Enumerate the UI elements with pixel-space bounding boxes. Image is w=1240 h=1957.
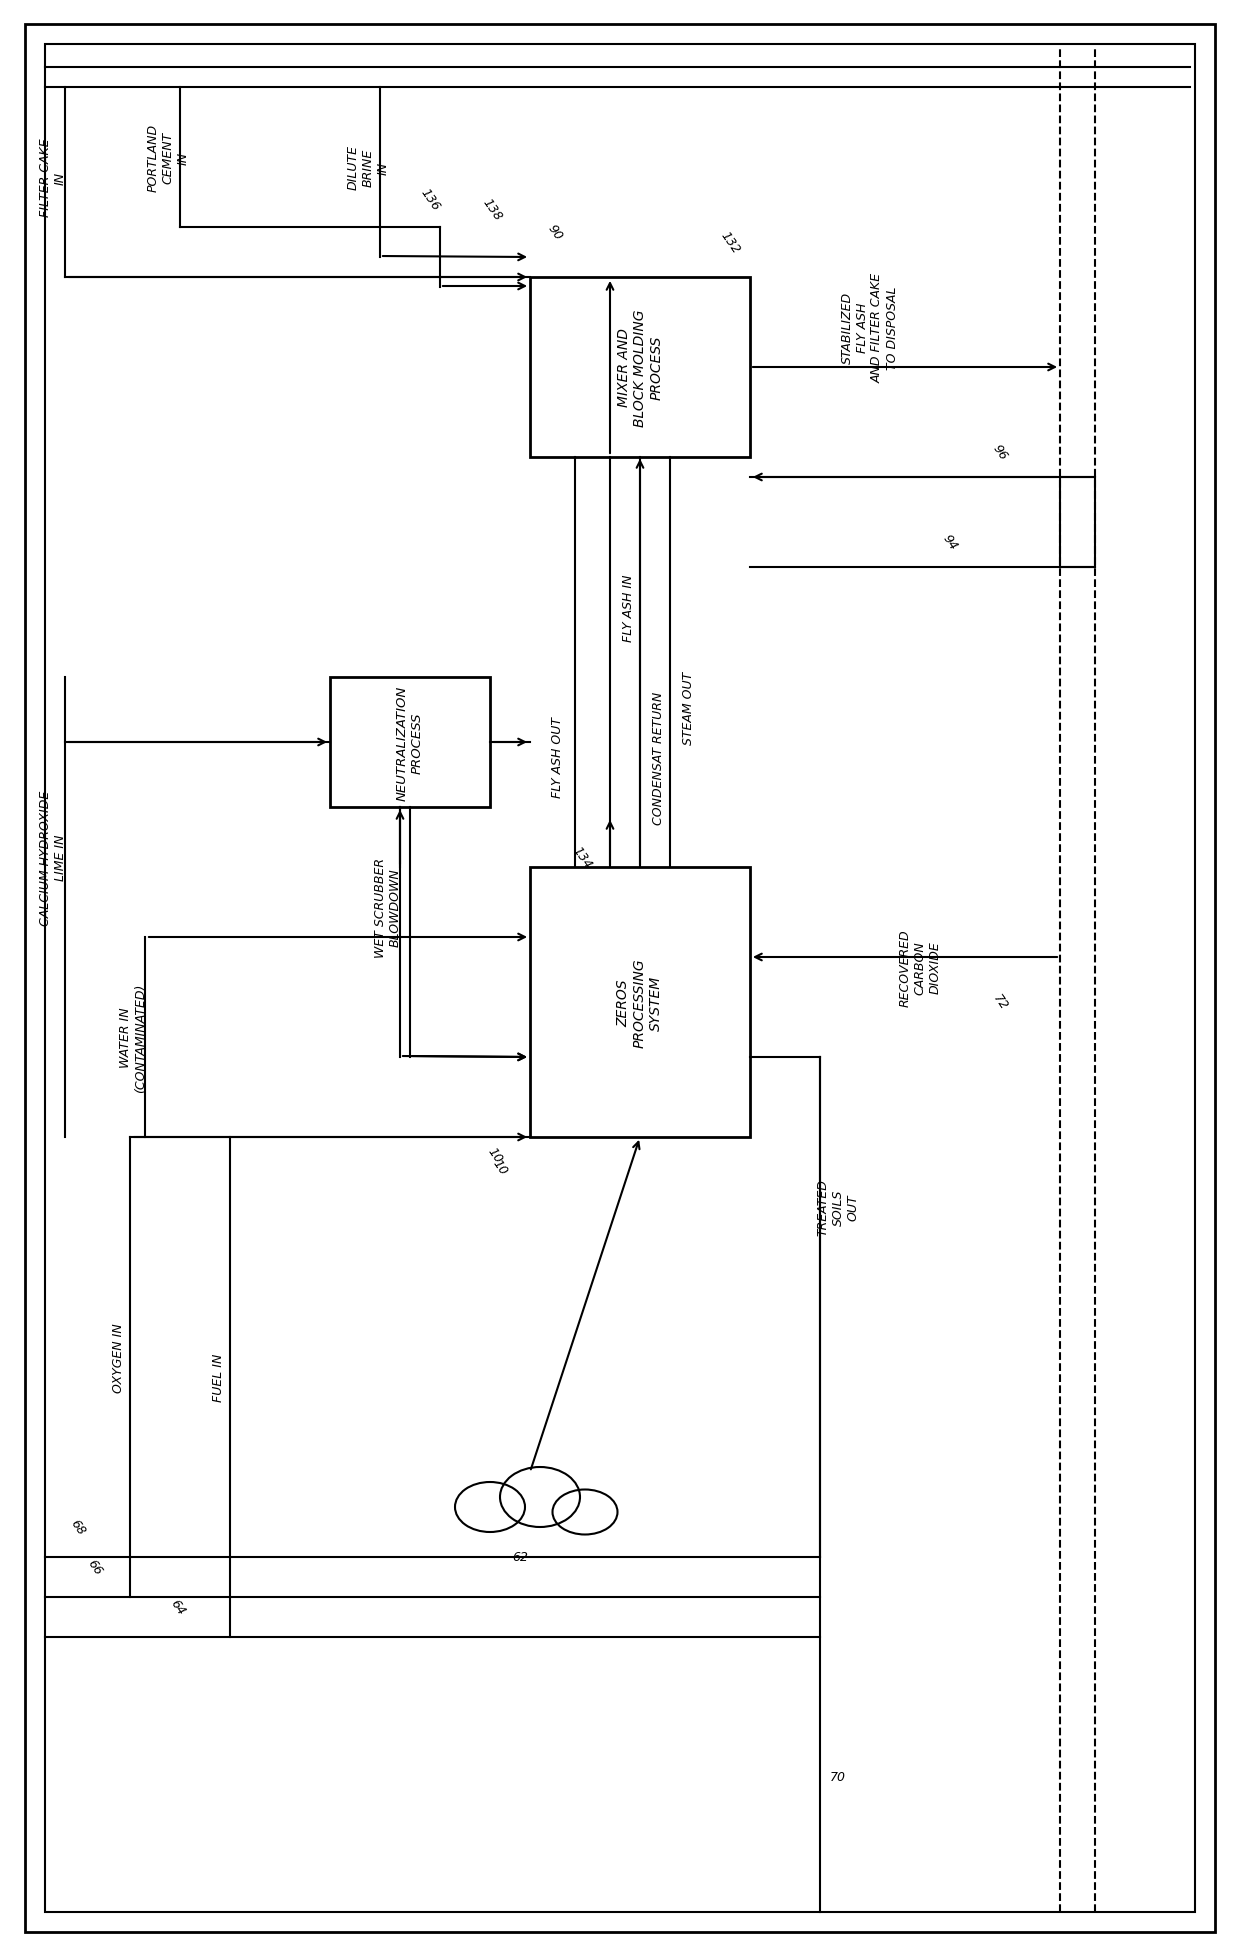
Text: STABILIZED
FLY ASH
AND FILTER CAKE
TO DISPOSAL: STABILIZED FLY ASH AND FILTER CAKE TO DI… xyxy=(841,272,899,384)
Bar xyxy=(529,867,750,1137)
Text: 94: 94 xyxy=(940,532,960,554)
Bar xyxy=(330,677,490,808)
Text: DILUTE
BRINE
IN: DILUTE BRINE IN xyxy=(346,145,389,190)
Text: 10: 10 xyxy=(485,1145,505,1166)
Text: TREATED
SOILS
OUT: TREATED SOILS OUT xyxy=(816,1178,859,1235)
Text: 64: 64 xyxy=(169,1597,188,1616)
Text: 138: 138 xyxy=(480,196,505,223)
Text: 96: 96 xyxy=(990,442,1009,464)
Text: 134: 134 xyxy=(570,843,594,871)
Text: NEUTRALIZATION
PROCESS: NEUTRALIZATION PROCESS xyxy=(396,685,424,800)
Text: 68: 68 xyxy=(68,1517,88,1538)
Text: 132: 132 xyxy=(718,229,743,256)
Text: OXYGEN IN: OXYGEN IN xyxy=(112,1323,124,1391)
Text: ZEROS
PROCESSING
SYSTEM: ZEROS PROCESSING SYSTEM xyxy=(616,957,663,1047)
Text: 136: 136 xyxy=(418,186,443,213)
Text: WATER IN
(CONTAMINATED): WATER IN (CONTAMINATED) xyxy=(119,982,148,1092)
Text: CONDENSAT RETURN: CONDENSAT RETURN xyxy=(651,691,665,824)
Bar xyxy=(529,278,750,458)
Text: WET SCRUBBER
BLOWDOWN: WET SCRUBBER BLOWDOWN xyxy=(374,857,402,957)
Text: RECOVERED
CARBON
DIOXIDE: RECOVERED CARBON DIOXIDE xyxy=(899,930,941,1006)
Text: MIXER AND
BLOCK MOLDING
PROCESS: MIXER AND BLOCK MOLDING PROCESS xyxy=(616,309,663,427)
Text: FLY ASH IN: FLY ASH IN xyxy=(621,573,635,642)
Text: 72: 72 xyxy=(990,992,1009,1014)
Text: FILTER CAKE
IN: FILTER CAKE IN xyxy=(38,139,67,217)
Text: 70: 70 xyxy=(830,1771,846,1783)
Text: FLY ASH OUT: FLY ASH OUT xyxy=(551,716,563,798)
Text: 90: 90 xyxy=(546,223,565,243)
Bar xyxy=(1060,478,1095,568)
Text: CALCIUM HYDROXIDE
LIME IN: CALCIUM HYDROXIDE LIME IN xyxy=(38,791,67,926)
Text: STEAM OUT: STEAM OUT xyxy=(682,671,694,744)
Text: PORTLAND
CEMENT
IN: PORTLAND CEMENT IN xyxy=(146,123,190,192)
Text: 10: 10 xyxy=(490,1157,510,1178)
Text: FUEL IN: FUEL IN xyxy=(212,1352,224,1401)
Text: 66: 66 xyxy=(86,1558,105,1577)
Text: 62: 62 xyxy=(512,1550,528,1564)
